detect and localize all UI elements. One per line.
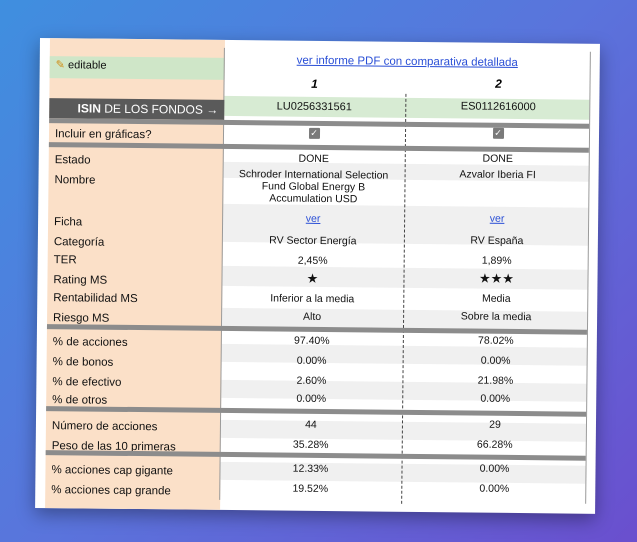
num-acciones-value-2: 29 [489,418,501,431]
pencil-icon: ✎ [55,59,65,72]
isin-2: ES0112616000 [460,100,536,114]
bonos-value-2: 0.00% [480,354,511,367]
rentabilidad-value-2: Media [481,292,511,305]
otros-label: % de otros [52,394,108,407]
include-label: Incluir en gráficas? [54,128,152,142]
rating-stars-1: ★ [306,270,319,286]
cap-grande-value-1: 19.52% [292,482,329,496]
estado-value-2: DONE [482,152,513,165]
otros-value-1: 0.00% [296,392,327,406]
categoria-value-1: RV Sector Energía [269,234,357,248]
isin-1: LU0256331561 [276,100,352,114]
ficha-label: Ficha [54,216,83,229]
estado-label: Estado [54,154,91,167]
ficha-link-2[interactable]: ver [489,212,505,225]
nombre-value-1: Schroder International Selection Fund Gl… [238,168,389,206]
nombre-label: Nombre [54,174,96,187]
peso10-value-1: 35.28% [292,438,329,452]
acciones-label: % de acciones [52,336,128,349]
acciones-value-2: 78.02% [477,334,514,347]
ter-label: TER [53,254,77,267]
riesgo-value-2: Sobre la media [460,310,532,324]
peso10-value-2: 66.28% [476,438,513,451]
bonos-label: % de bonos [52,356,114,369]
categoria-value-2: RV España [470,234,524,248]
ficha-link-1[interactable]: ver [305,212,321,225]
include-checkbox-2[interactable]: ✓ [492,127,504,139]
categoria-label: Categoría [53,236,105,249]
editable-label: ✎ editable [55,59,107,72]
efectivo-value-2: 21.98% [477,374,514,387]
nombre-value-2: Azvalor Iberia FI [459,168,536,182]
cap-gigante-value-1: 12.33% [292,462,329,476]
cap-grande-label: % acciones cap grande [51,484,171,498]
cap-grande-value-2: 0.00% [479,482,510,495]
estado-value-1: DONE [298,152,329,166]
comparison-sheet: ✎ editable ver informe PDF con comparati… [35,38,600,514]
rentabilidad-label: Rentabilidad MS [53,292,138,306]
fund-number-2: 2 [495,76,502,91]
num-acciones-label: Número de acciones [51,420,158,434]
include-checkbox-1[interactable]: ✓ [308,127,320,139]
ter-value-1: 2,45% [297,254,328,268]
rating-stars-2: ★★★ [478,270,515,286]
cap-gigante-value-2: 0.00% [479,462,510,475]
cap-gigante-label: % acciones cap gigante [51,464,174,478]
pdf-report-link[interactable]: ver informe PDF con comparativa detallad… [296,54,518,70]
bonos-value-1: 0.00% [296,354,327,368]
isin-header: ISIN DE LOS FONDOS → [49,98,225,120]
rating-label: Rating MS [53,274,108,287]
efectivo-label: % de efectivo [52,376,122,389]
riesgo-value-1: Alto [302,310,322,323]
acciones-value-1: 97.40% [293,334,330,348]
num-acciones-value-1: 44 [305,418,317,431]
otros-value-2: 0.00% [480,392,511,405]
rentabilidad-value-1: Inferior a la media [270,292,355,306]
fund-number-1: 1 [311,76,318,91]
efectivo-value-1: 2.60% [296,374,327,388]
ter-value-2: 1,89% [481,254,512,267]
riesgo-label: Riesgo MS [53,312,110,325]
